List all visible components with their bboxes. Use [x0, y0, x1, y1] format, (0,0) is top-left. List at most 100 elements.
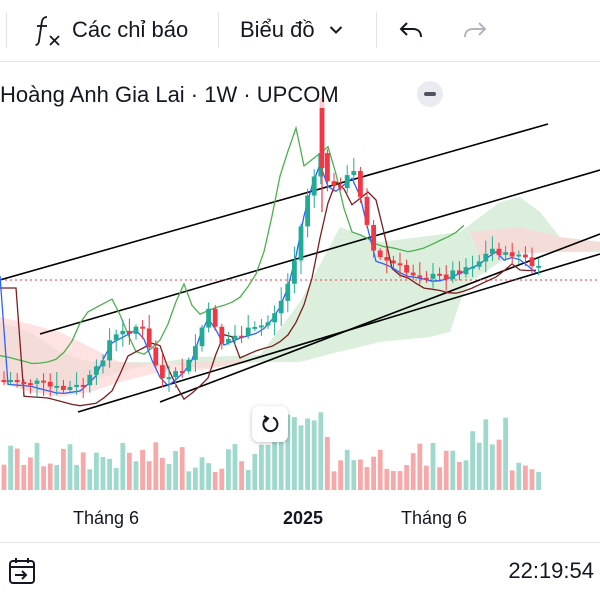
volume-bar — [80, 452, 86, 490]
volume-bar — [61, 448, 66, 490]
reset-chart-button[interactable] — [252, 406, 288, 442]
candle — [397, 263, 403, 266]
candle — [377, 250, 383, 258]
candle — [450, 270, 456, 280]
legend-collapse-button[interactable] — [417, 81, 443, 107]
undo-icon — [398, 18, 424, 42]
volume-bar — [74, 464, 79, 490]
candle — [516, 254, 522, 257]
candle — [146, 328, 152, 348]
volume-bar — [344, 449, 350, 490]
volume-bar — [21, 464, 27, 490]
volume-bar — [107, 458, 112, 490]
candle — [443, 274, 449, 280]
volume-bar — [490, 444, 495, 490]
candle — [133, 326, 139, 334]
volume-bar — [94, 452, 99, 490]
volume-bar — [371, 456, 376, 490]
volume-bar — [430, 443, 436, 490]
volume-bar — [377, 449, 383, 490]
volume-bar — [358, 459, 363, 490]
candle — [371, 224, 376, 251]
volume-bar — [278, 429, 284, 490]
candle — [160, 365, 165, 379]
calendar-goto-icon[interactable] — [6, 555, 38, 587]
volume-bar — [397, 471, 403, 490]
cloud-area — [0, 197, 600, 392]
candle — [410, 272, 416, 276]
candle — [344, 175, 350, 189]
channel-line — [159, 233, 600, 403]
volume-bar — [417, 443, 423, 490]
volume-bar — [1, 464, 7, 490]
volume-bar — [331, 471, 337, 490]
candle — [226, 338, 231, 343]
candle — [186, 359, 192, 372]
candle — [364, 196, 370, 225]
volume-bar — [476, 442, 482, 490]
candle — [239, 335, 244, 338]
volume-bar — [219, 468, 225, 490]
time-axis-label: Tháng 6 — [72, 508, 140, 528]
candle — [206, 308, 211, 328]
volume-bar — [14, 448, 20, 490]
candle — [404, 264, 409, 273]
candle — [437, 273, 442, 276]
toolbar-divider — [218, 12, 219, 48]
volume-bar — [41, 466, 46, 490]
candle — [463, 267, 469, 275]
candle — [311, 176, 317, 196]
volume-bar — [536, 471, 541, 490]
fx-icon — [34, 13, 64, 47]
candle — [470, 266, 475, 269]
toolbar-divider — [376, 12, 377, 48]
undo-button[interactable] — [398, 8, 424, 52]
indicators-label: Các chỉ báo — [72, 17, 189, 42]
cloud-area — [0, 317, 260, 397]
volume-bar — [311, 420, 317, 490]
candle — [252, 326, 258, 329]
candle — [28, 383, 33, 386]
reset-icon — [260, 414, 280, 434]
candle — [476, 261, 482, 267]
time-axis-label-year: 2025 — [282, 508, 324, 528]
candle — [193, 346, 198, 360]
volume-bar — [54, 465, 60, 490]
volume-bar — [404, 465, 409, 490]
volume-bar — [193, 467, 198, 490]
volume-bar — [470, 431, 475, 490]
volume-bar — [437, 467, 442, 490]
candle — [259, 325, 264, 328]
candle — [265, 322, 271, 326]
candle — [424, 277, 429, 280]
base-line — [0, 180, 537, 407]
volume-bar — [160, 457, 165, 490]
top-toolbar: Các chỉ báo Biểu đồ — [0, 0, 600, 62]
volume-bar — [523, 465, 528, 490]
redo-button[interactable] — [462, 8, 488, 52]
chart-pane[interactable]: Hoàng Anh Gia Lai · 1W · UPCOM Tháng 6 2… — [0, 62, 600, 542]
chart-type-button[interactable]: Biểu đồ — [240, 8, 343, 52]
candle — [41, 380, 46, 383]
symbol-legend-title[interactable]: Hoàng Anh Gia Lai · 1W · UPCOM — [0, 82, 339, 108]
volume-bar — [503, 417, 508, 490]
volume-bar — [272, 421, 277, 490]
candle — [529, 257, 535, 267]
volume-bar — [8, 445, 13, 490]
toolbar-divider — [6, 12, 7, 48]
volume-bar — [424, 465, 429, 490]
candle — [245, 327, 251, 336]
volume-bar — [259, 444, 264, 490]
volume-bar — [483, 419, 489, 490]
channel-line — [0, 123, 549, 281]
candle — [509, 252, 515, 257]
volume-bar — [496, 439, 502, 490]
volume-bar — [133, 461, 139, 490]
candle — [417, 275, 423, 278]
cloud-area — [470, 227, 600, 257]
volume-bar — [153, 442, 159, 490]
volume-bar — [305, 418, 310, 490]
volume-bar — [265, 445, 271, 490]
indicators-button[interactable]: Các chỉ báo — [34, 8, 188, 52]
price-chart[interactable] — [0, 62, 600, 542]
